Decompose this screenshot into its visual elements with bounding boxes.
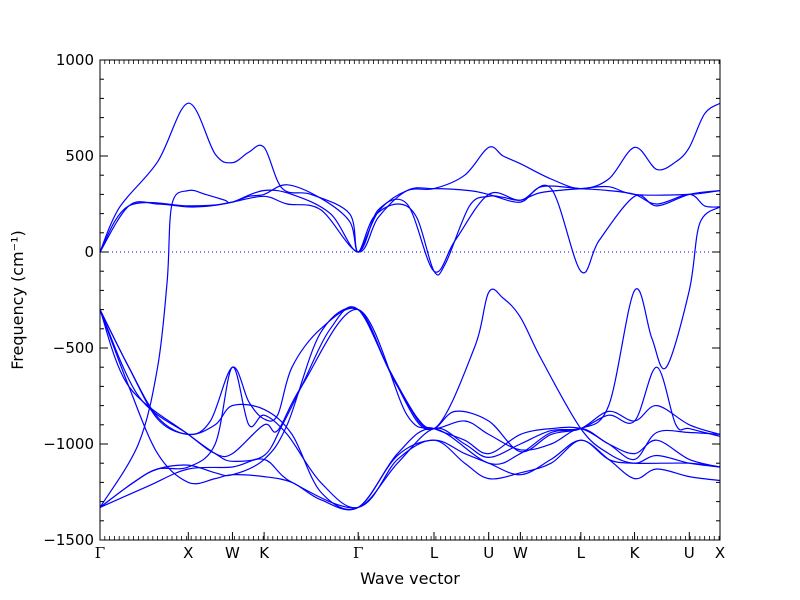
y-tick-label: −500 [53,339,94,357]
y-ticks: 1000 500 0 −500 −1000 −1500 [43,51,720,549]
y-tick-label: 0 [84,243,94,261]
phonon-band-line-6 [100,307,720,508]
x-tick-label: U [684,544,695,562]
y-tick-label: 500 [65,147,94,165]
phonon-band-line-3 [100,185,720,253]
x-tick-label: Γ [353,544,363,562]
phonon-band-line-9 [100,288,720,468]
x-tick-label: K [259,544,270,562]
x-tick-label: U [483,544,494,562]
x-tick-label: X [715,544,725,562]
phonon-band-line-1 [100,102,720,253]
x-tick-label: Γ [95,544,105,562]
x-axis-label: Wave vector [360,569,460,588]
series-group [100,102,720,511]
y-axis-label: Frequency (cm⁻¹) [8,230,27,369]
x-tick-label: W [513,544,528,562]
x-tick-label: L [577,544,586,562]
phonon-band-line-7 [100,307,720,453]
y-tick-label: −1000 [43,435,94,453]
phonon-band-line-12 [100,206,720,511]
phonon-band-line-4 [100,184,720,508]
x-tick-label: X [183,544,193,562]
phonon-band-line-10 [100,439,720,509]
plot-frame [99,59,721,541]
x-tick-label: W [225,544,240,562]
x-tick-label: K [630,544,641,562]
phonon-band-line-2 [100,184,720,276]
phonon-band-line-11 [100,308,720,461]
phonon-band-line-8 [100,309,720,511]
x-tick-label: L [430,544,439,562]
y-tick-label: −1500 [43,531,94,549]
y-tick-label: 1000 [56,51,94,69]
